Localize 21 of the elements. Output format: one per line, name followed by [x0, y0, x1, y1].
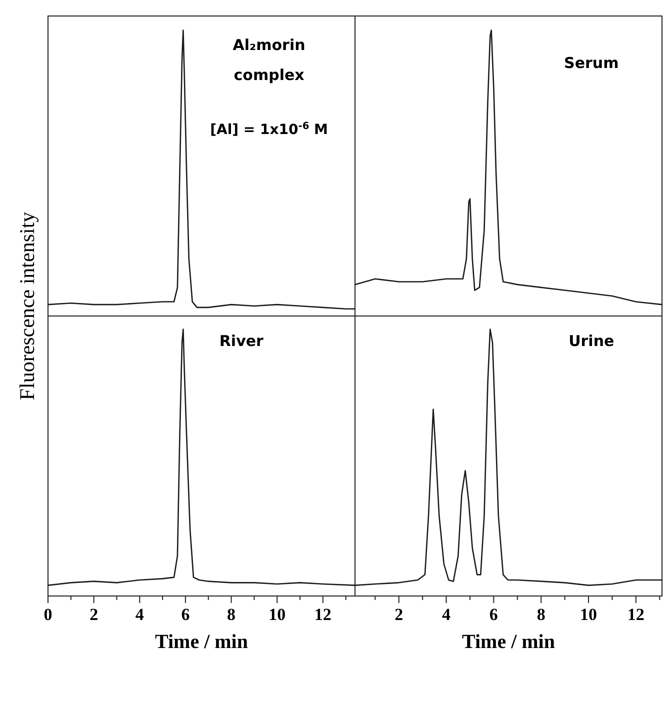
text: Al₂morin complex	[232, 36, 306, 84]
x-tick-label: 10	[580, 605, 598, 624]
x-tick-label: 4	[135, 605, 144, 624]
x-tick-label: 10	[268, 605, 286, 624]
x-tick-label: 2	[394, 605, 404, 624]
x-axis-title: Time / min	[462, 631, 555, 653]
x-tick-label: 8	[227, 605, 236, 624]
x-tick-label: 12	[314, 605, 332, 624]
y-axis-title: Fluorescence intensity	[15, 211, 39, 400]
x-tick-label: 0	[44, 605, 52, 624]
x-tick-label: 4	[442, 605, 452, 624]
x-tick-label: 2	[90, 605, 98, 624]
x-tick-label: 6	[181, 605, 190, 624]
annotation: [Al] = 1x10$^{-6}$ M	[210, 120, 328, 138]
x-tick-label: 8	[536, 605, 546, 624]
x-axis-title: Time / min	[155, 631, 248, 653]
x-tick-label: 12	[627, 605, 644, 624]
chart-title: Urine	[568, 332, 614, 350]
chart-title: River	[219, 332, 264, 350]
text: Serum	[564, 54, 619, 72]
x-tick-label: 6	[489, 605, 498, 624]
